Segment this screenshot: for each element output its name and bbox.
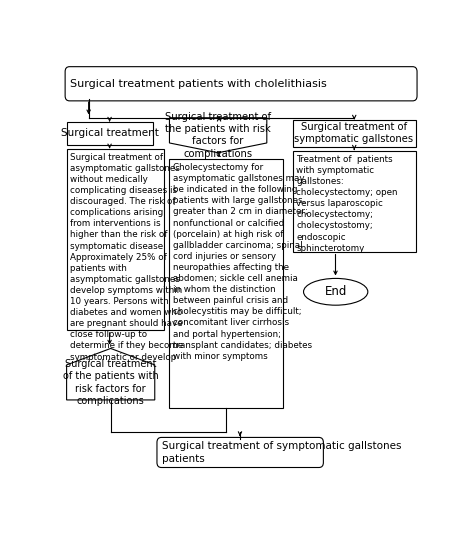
Text: Treatment of  patients
with symptomatic
gallstones:
cholecystectomy; open
versus: Treatment of patients with symptomatic g… [296,155,398,253]
Text: End: End [325,285,347,299]
Bar [66,122,153,144]
Text: Surgical treatment of
asymptomatic gallstones
without medically
complicating dis: Surgical treatment of asymptomatic galls… [70,153,183,362]
Text: Cholecystectomy for
asymptomatic gallstones may
be indicated in the following
pa: Cholecystectomy for asymptomatic gallsto… [173,163,312,361]
Text: Surgical treatment: Surgical treatment [61,128,159,138]
Bar [292,151,416,251]
Bar [292,120,416,147]
Bar [66,149,164,330]
Bar [169,159,283,408]
Text: Surgical treatment of
symptomatic gallstones: Surgical treatment of symptomatic gallst… [294,122,414,144]
Text: Surgical treatment of
the patients with risk
factors for
complications: Surgical treatment of the patients with … [165,112,271,159]
Text: Surgical treatment
of the patients with
risk factors for
complications: Surgical treatment of the patients with … [63,359,159,406]
Text: Surgical treatment of symptomatic gallstones
patients: Surgical treatment of symptomatic gallst… [162,441,401,464]
Text: Surgical treatment patients with cholelithiasis: Surgical treatment patients with choleli… [70,79,327,89]
